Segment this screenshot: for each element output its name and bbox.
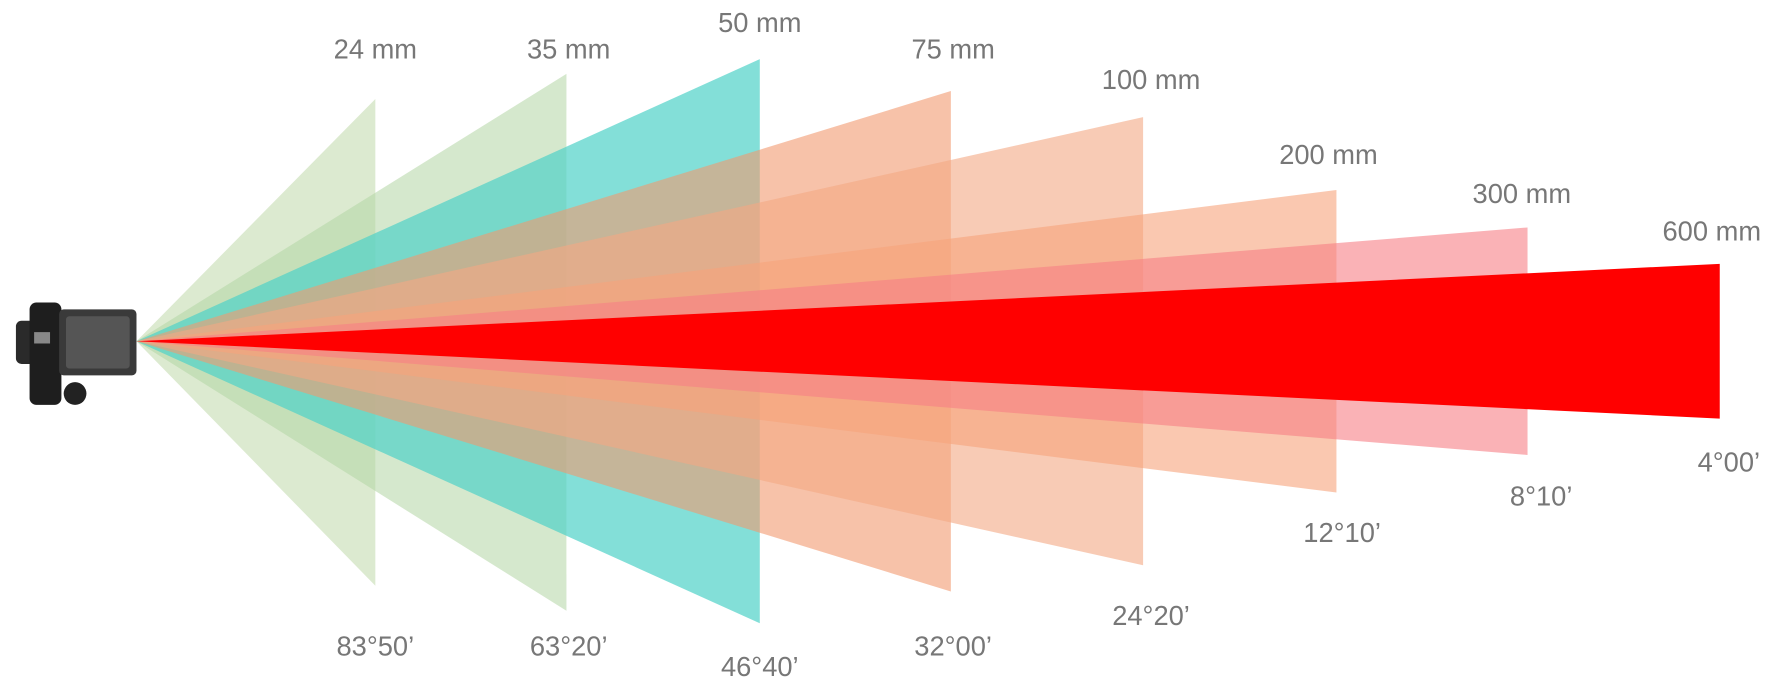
focal-length-label: 24 mm: [334, 33, 417, 64]
angle-label: 24°20’: [1112, 600, 1190, 631]
diagram-group: 24 mm 83°50’ 35 mm 63°20’ 50 mm 46°40’ 75 mm 32…: [16, 7, 1761, 682]
focal-length-label: 35 mm: [527, 33, 610, 64]
camera-screen: [34, 332, 50, 343]
angle-label: 83°50’: [337, 631, 415, 662]
camera: [16, 303, 137, 405]
focal-length-label: 100 mm: [1102, 64, 1201, 95]
focal-length-label: 75 mm: [911, 33, 994, 64]
angle-label: 32°00’: [914, 631, 992, 662]
cones: [136, 59, 1719, 623]
page: 24 mm 83°50’ 35 mm 63°20’ 50 mm 46°40’ 75 mm 32…: [0, 0, 1780, 683]
angle-label: 46°40’: [721, 651, 799, 682]
lens-ring: [66, 316, 130, 368]
focal-length-diagram: 24 mm 83°50’ 35 mm 63°20’ 50 mm 46°40’ 75 mm 32…: [0, 0, 1780, 683]
angle-label: 8°10’: [1510, 480, 1573, 511]
focal-length-label: 200 mm: [1279, 139, 1378, 170]
angle-label: 12°10’: [1303, 517, 1381, 548]
focal-length-label: 300 mm: [1473, 178, 1572, 209]
focal-length-label: 600 mm: [1663, 215, 1762, 246]
angle-label: 4°00’: [1698, 446, 1760, 477]
camera-dial: [64, 382, 87, 405]
camera-grip: [30, 303, 62, 405]
focal-length-label: 50 mm: [718, 7, 801, 38]
angle-label: 63°20’: [530, 631, 608, 662]
